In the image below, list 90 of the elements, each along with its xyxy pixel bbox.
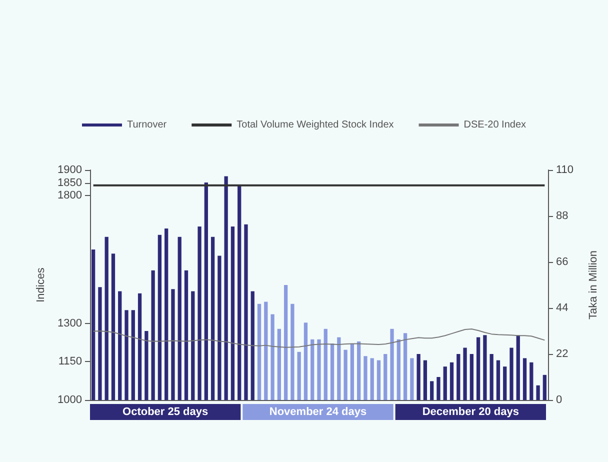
bar bbox=[450, 362, 454, 400]
bar bbox=[430, 381, 434, 400]
bar bbox=[184, 270, 188, 400]
y-tick-label: 1300 bbox=[58, 317, 82, 330]
bar bbox=[178, 236, 182, 400]
bar bbox=[463, 348, 467, 400]
bar bbox=[230, 226, 235, 400]
y2-tick-label: 0 bbox=[556, 394, 562, 406]
y-tick-label: 1800 bbox=[58, 190, 82, 202]
bar bbox=[138, 293, 142, 400]
bar bbox=[503, 366, 507, 400]
bar bbox=[456, 354, 460, 400]
bar bbox=[364, 356, 368, 400]
y2-tick-label: 66 bbox=[556, 256, 568, 268]
line-series bbox=[92, 328, 546, 348]
bar bbox=[257, 304, 262, 400]
bar bbox=[310, 339, 314, 400]
bar bbox=[344, 350, 348, 400]
bar bbox=[297, 352, 301, 400]
bar bbox=[410, 358, 414, 400]
y2-tick-label: 44 bbox=[556, 302, 568, 314]
y2-tick-label: 88 bbox=[556, 210, 568, 222]
bar bbox=[542, 374, 547, 400]
bar bbox=[423, 360, 428, 400]
bar bbox=[476, 337, 480, 400]
bar bbox=[164, 228, 168, 400]
bar bbox=[104, 236, 108, 400]
bar bbox=[522, 358, 527, 400]
legend-label: Turnover bbox=[126, 120, 168, 130]
bar bbox=[264, 302, 268, 400]
bar bbox=[91, 249, 96, 400]
bar bbox=[324, 328, 328, 400]
legend-label: DSE-20 Index bbox=[464, 120, 526, 130]
bar bbox=[284, 285, 288, 400]
bar bbox=[290, 304, 294, 400]
bar bbox=[238, 184, 242, 400]
bar bbox=[317, 339, 321, 400]
bar bbox=[436, 377, 440, 400]
bar bbox=[270, 314, 274, 400]
bar bbox=[530, 362, 534, 400]
bar bbox=[396, 339, 400, 400]
y2-tick-label: 22 bbox=[556, 348, 568, 360]
bar bbox=[470, 354, 474, 400]
bar bbox=[124, 310, 128, 400]
bar bbox=[350, 344, 354, 400]
bar bbox=[224, 176, 228, 400]
bar bbox=[277, 328, 281, 400]
bar bbox=[131, 310, 135, 400]
bar bbox=[191, 291, 195, 400]
bar bbox=[204, 182, 208, 400]
bar bbox=[416, 354, 420, 400]
y-axis-title: Indices bbox=[35, 267, 48, 302]
bar bbox=[384, 354, 388, 400]
bar bbox=[330, 344, 334, 400]
text: October 25 days bbox=[122, 406, 208, 418]
y-tick-label: 1900 bbox=[58, 164, 82, 176]
bar bbox=[376, 360, 381, 400]
bar bbox=[496, 360, 500, 400]
y2-tick-label: 110 bbox=[556, 164, 574, 176]
bar bbox=[536, 385, 540, 400]
bar bbox=[244, 224, 248, 400]
bar bbox=[483, 335, 487, 400]
bar bbox=[443, 366, 447, 400]
bar bbox=[111, 254, 116, 400]
bar bbox=[516, 335, 520, 400]
bar bbox=[144, 331, 148, 400]
bar bbox=[210, 236, 215, 400]
bar bbox=[390, 328, 394, 400]
text: December 20 days bbox=[422, 406, 519, 418]
bar bbox=[337, 337, 341, 400]
y-tick-label: 1150 bbox=[58, 356, 82, 368]
bar bbox=[370, 358, 374, 400]
bar bbox=[151, 270, 155, 400]
bar bbox=[171, 289, 175, 400]
bar bbox=[304, 322, 308, 400]
bar bbox=[98, 287, 102, 400]
bar bbox=[158, 234, 162, 400]
bar bbox=[250, 291, 254, 400]
y-tick-label: 1000 bbox=[58, 394, 82, 406]
bar bbox=[218, 256, 222, 400]
bar bbox=[403, 333, 408, 400]
text: November 24 days bbox=[269, 406, 367, 418]
bar bbox=[510, 348, 514, 400]
legend-label: Total Volume Weighted Stock Index bbox=[236, 120, 394, 130]
y2-axis-title: Taka in Million bbox=[588, 250, 600, 320]
bar bbox=[357, 341, 361, 400]
bar bbox=[490, 354, 494, 400]
bar bbox=[118, 291, 122, 400]
bar bbox=[198, 226, 202, 400]
y-tick-label: 1850 bbox=[58, 176, 82, 189]
